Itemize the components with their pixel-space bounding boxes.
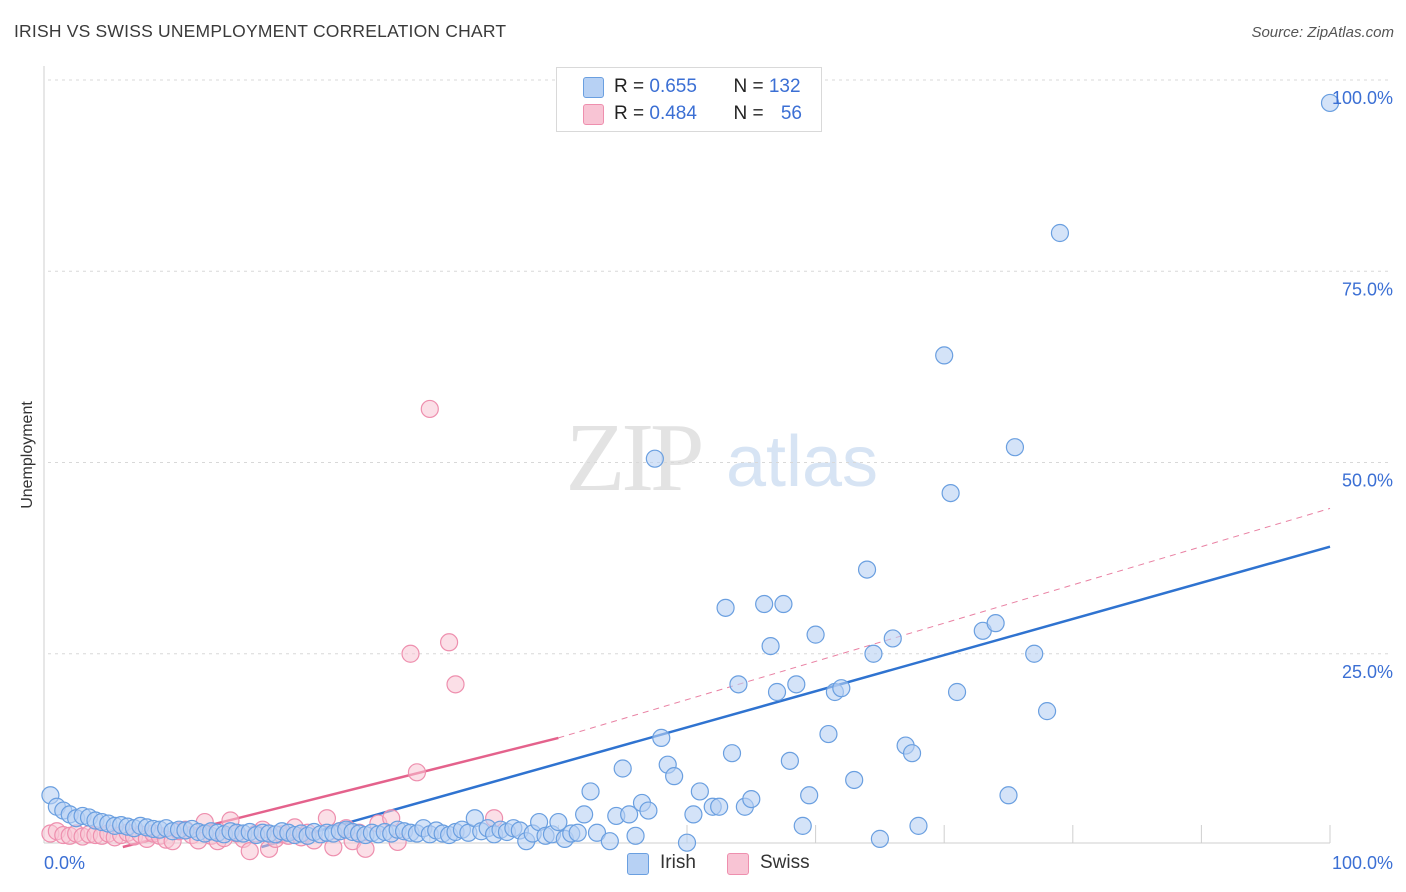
legend-irish-r-label: R = <box>614 76 650 97</box>
irish-point <box>935 346 954 365</box>
irish-point <box>639 801 658 820</box>
irish-point <box>652 728 671 748</box>
irish-point <box>864 644 883 663</box>
swiss-point <box>446 675 465 694</box>
irish-trend-line <box>261 545 1331 849</box>
irish-point <box>883 629 902 648</box>
irish-point <box>1037 702 1057 721</box>
legend-irish-n-label: N = <box>733 76 769 97</box>
swiss-point <box>401 644 420 663</box>
swiss-point <box>420 399 439 419</box>
irish-point <box>1050 223 1070 243</box>
bottom-legend-swatch-swiss <box>727 853 749 875</box>
bottom-legend-swiss-label: Swiss <box>760 852 810 873</box>
watermark: ZIP atlas <box>566 404 879 512</box>
irish-point <box>716 598 735 617</box>
irish-point <box>665 767 684 786</box>
irish-point <box>774 594 793 614</box>
y-tick-label: 50.0% <box>1342 471 1393 491</box>
legend-swiss-r-label: R = <box>614 103 650 124</box>
irish-point <box>575 805 594 824</box>
irish-point <box>568 823 587 842</box>
irish-point <box>767 682 787 702</box>
legend-swiss-n-value: 56 <box>780 103 802 124</box>
irish-point <box>549 812 568 832</box>
irish-point <box>1025 644 1044 663</box>
swiss-trend-line-extension <box>558 507 1331 739</box>
irish-point <box>787 675 806 694</box>
irish-point <box>677 833 697 852</box>
x-tick-label-min: 0.0% <box>44 853 85 873</box>
irish-point <box>819 724 838 744</box>
swiss-point <box>439 633 459 652</box>
y-tick-label: 100.0% <box>1332 88 1393 108</box>
irish-point <box>600 832 619 851</box>
irish-point <box>626 826 645 845</box>
watermark-atlas: atlas <box>726 422 878 502</box>
irish-point <box>902 744 922 763</box>
irish-point <box>793 816 812 835</box>
y-tick-label: 75.0% <box>1342 279 1393 299</box>
y-tick-label: 25.0% <box>1342 662 1393 682</box>
swiss-point <box>407 763 427 782</box>
irish-point <box>845 770 864 790</box>
legend-irish-n-value: 132 <box>768 76 801 97</box>
legend-swatch-swiss <box>583 104 604 125</box>
irish-point <box>742 789 761 809</box>
irish-point <box>620 805 639 824</box>
irish-point <box>806 625 825 644</box>
irish-point <box>870 829 890 848</box>
irish-point <box>857 560 877 579</box>
irish-point <box>645 449 664 468</box>
irish-point <box>755 594 774 614</box>
irish-point <box>690 782 709 801</box>
chart-title: IRISH VS SWISS UNEMPLOYMENT CORRELATION … <box>14 21 507 41</box>
irish-point <box>986 614 1005 633</box>
irish-point <box>780 751 799 770</box>
irish-point <box>832 679 851 698</box>
bottom-legend-swatch-irish <box>627 853 649 875</box>
irish-point <box>800 786 819 805</box>
irish-point <box>729 675 748 694</box>
irish-point <box>684 805 703 824</box>
irish-point <box>947 682 967 702</box>
irish-point <box>722 744 742 763</box>
source-label: Source: ZipAtlas.com <box>1251 24 1394 41</box>
legend-swatch-irish <box>583 77 604 98</box>
legend-swiss-r-value: 0.484 <box>649 103 697 124</box>
irish-point <box>613 759 632 778</box>
irish-point <box>1005 438 1025 457</box>
legend-irish-r-value: 0.655 <box>649 76 697 97</box>
irish-point <box>581 782 600 801</box>
irish-point <box>710 797 729 816</box>
irish-point <box>909 816 928 835</box>
legend: R = 0.655 N = 132 R = 0.484 N = 56 <box>556 67 822 132</box>
legend-swiss-n-label: N = <box>733 103 769 124</box>
x-tick-label-max: 100.0% <box>1332 853 1393 873</box>
irish-point <box>1320 93 1340 113</box>
irish-point <box>941 484 960 503</box>
irish-point <box>587 823 607 842</box>
watermark-zip: ZIP <box>566 404 701 512</box>
irish-point <box>999 786 1018 805</box>
irish-point <box>761 636 780 656</box>
swiss-point <box>240 842 259 861</box>
bottom-legend-irish-label: Irish <box>660 852 696 873</box>
